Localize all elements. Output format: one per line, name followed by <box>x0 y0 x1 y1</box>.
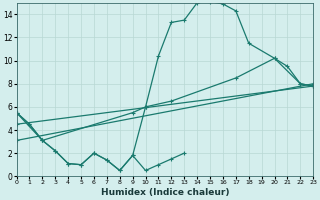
X-axis label: Humidex (Indice chaleur): Humidex (Indice chaleur) <box>101 188 229 197</box>
